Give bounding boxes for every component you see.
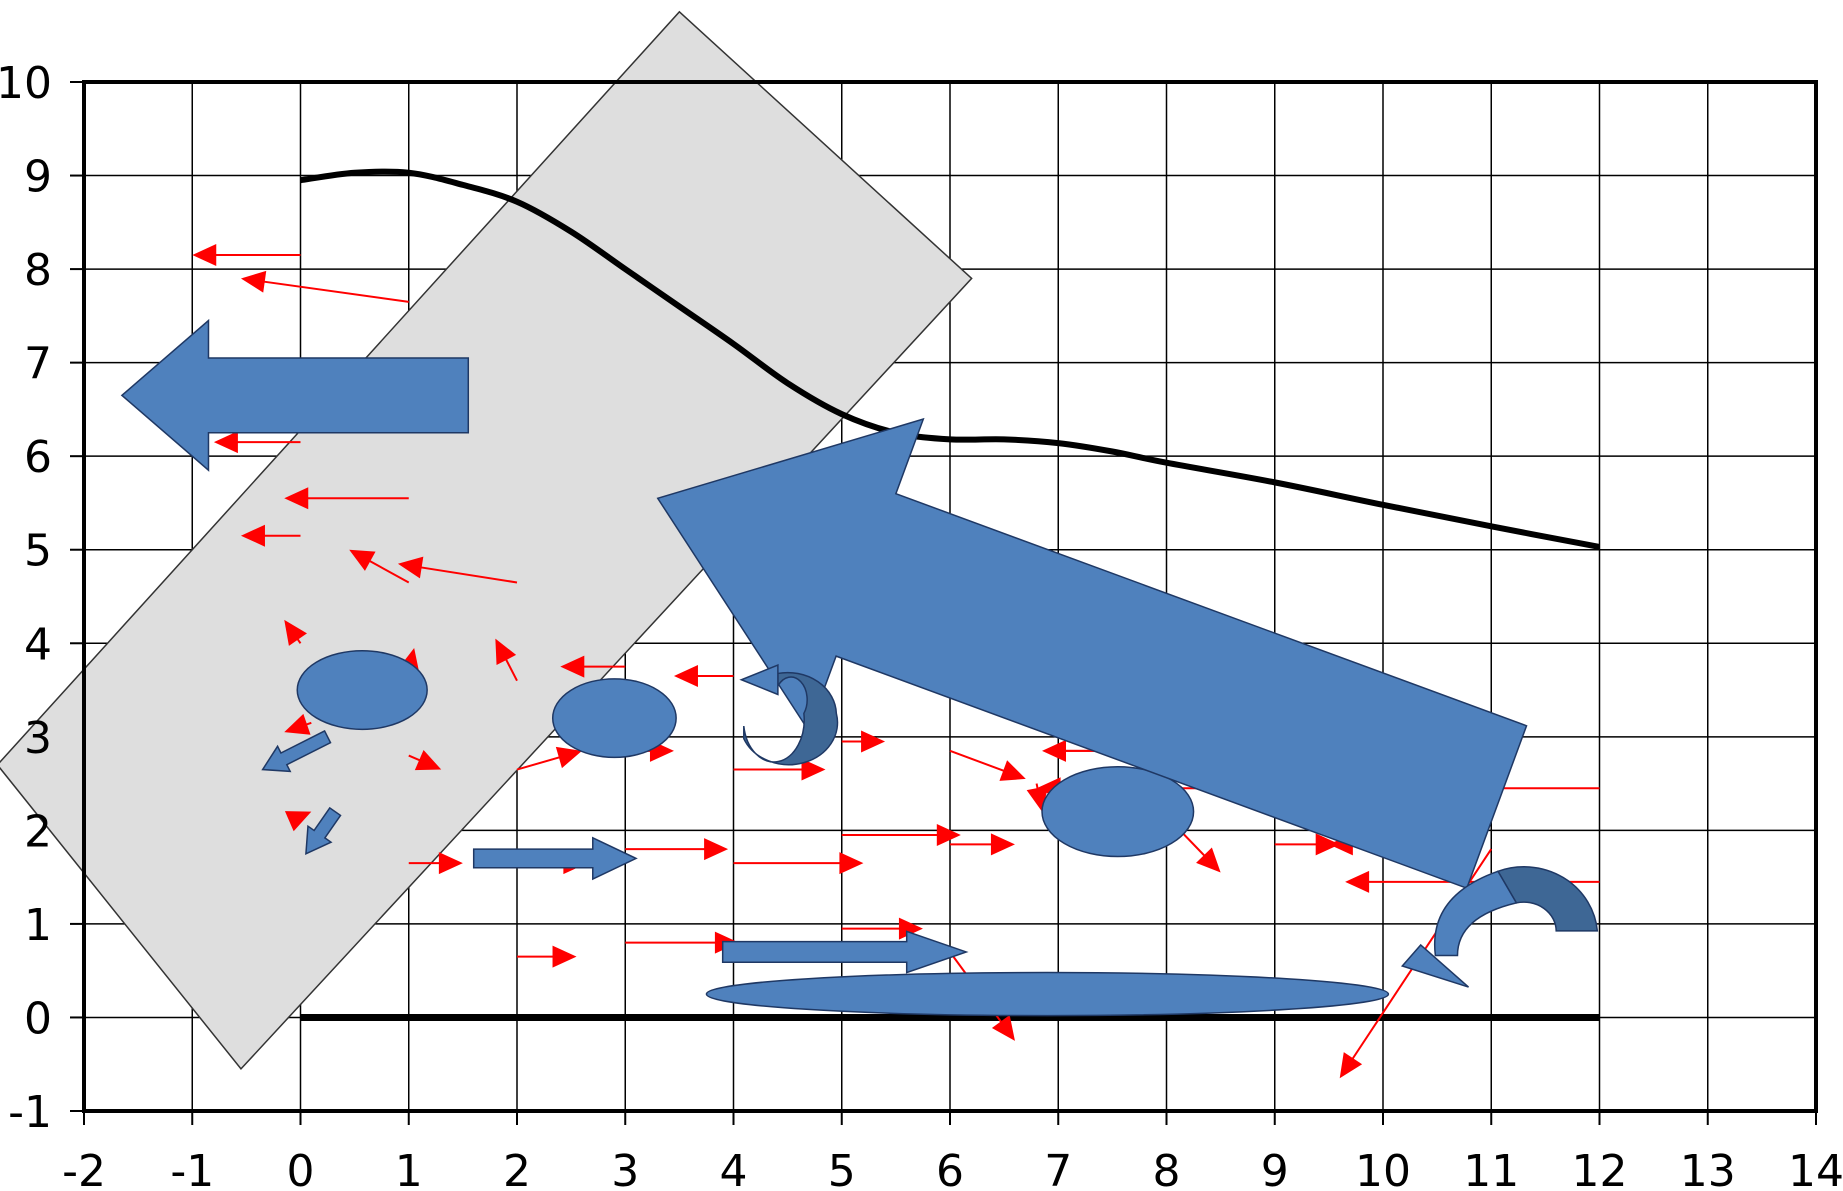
y-tick-label: -1 bbox=[8, 1087, 52, 1138]
red-arrow bbox=[841, 917, 923, 940]
red-arrow bbox=[284, 811, 312, 832]
x-tick-label: 11 bbox=[1463, 1146, 1519, 1191]
x-tick-label: 10 bbox=[1355, 1146, 1411, 1191]
x-tick-label: -2 bbox=[62, 1146, 106, 1191]
blue-curved-arrow bbox=[1400, 866, 1599, 988]
smooth-curve bbox=[300, 168, 1601, 550]
red-arrow bbox=[495, 638, 518, 682]
blue-block-arrow bbox=[472, 836, 638, 881]
x-tick-label: 6 bbox=[936, 1146, 964, 1191]
y-tick-label: 9 bbox=[24, 152, 52, 203]
plot-border bbox=[82, 80, 1818, 1113]
x-tick-label: 7 bbox=[1044, 1146, 1072, 1191]
red-arrow bbox=[240, 524, 301, 547]
x-tick-label: 9 bbox=[1261, 1146, 1289, 1191]
x-axis-tick-labels: -2 -1 0 1 2 3 4 5 6 7 8 9 10 11 12 13 14 bbox=[62, 1146, 1843, 1191]
red-arrow bbox=[349, 549, 410, 584]
blue-curved-arrow bbox=[739, 663, 839, 766]
red-arrow bbox=[192, 244, 301, 267]
x-tick-label: 1 bbox=[395, 1146, 423, 1191]
plot-frame bbox=[82, 80, 1818, 1113]
x-tick-label: 2 bbox=[503, 1146, 531, 1191]
tilted-rectangle bbox=[0, 10, 973, 1071]
x-tick-label: 8 bbox=[1153, 1146, 1181, 1191]
blue-block-arrow bbox=[120, 318, 470, 472]
curve-layer bbox=[300, 168, 1601, 1021]
tilted-rectangle-layer bbox=[0, 10, 973, 1071]
red-arrow bbox=[517, 945, 577, 968]
x-tick-label: 5 bbox=[828, 1146, 856, 1191]
x-tick-label: -1 bbox=[170, 1146, 214, 1191]
red-arrow bbox=[284, 619, 307, 646]
red-arrow bbox=[284, 487, 409, 510]
y-tick-label: 4 bbox=[24, 619, 52, 670]
red-arrow bbox=[408, 852, 463, 875]
blue-block-arrow bbox=[305, 806, 342, 855]
red-arrow bbox=[516, 746, 582, 771]
y-tick-label: 10 bbox=[0, 58, 52, 109]
x-tick-label: 12 bbox=[1572, 1146, 1628, 1191]
red-arrow bbox=[397, 556, 518, 584]
red-arrow bbox=[733, 852, 864, 875]
y-tick-label: 0 bbox=[24, 993, 52, 1044]
y-tick-label: 8 bbox=[24, 245, 52, 296]
red-arrow bbox=[625, 838, 729, 861]
red-arrow bbox=[841, 824, 961, 847]
blue-ellipse bbox=[551, 678, 677, 759]
red-arrow bbox=[1274, 833, 1340, 856]
y-tick-label: 2 bbox=[24, 806, 52, 857]
x-tick-label: 14 bbox=[1788, 1146, 1843, 1191]
red-arrow bbox=[560, 655, 626, 678]
y-tick-label: 6 bbox=[24, 432, 52, 483]
x-tick-label: 0 bbox=[287, 1146, 315, 1191]
red-arrow bbox=[673, 665, 734, 688]
red-arrow bbox=[240, 270, 409, 303]
y-tick-label: 3 bbox=[24, 713, 52, 764]
red-arrow bbox=[408, 749, 442, 771]
red-arrow bbox=[213, 431, 301, 454]
blue-block-arrow bbox=[721, 930, 969, 974]
shape-layer bbox=[120, 318, 1599, 1017]
red-arrow bbox=[733, 758, 826, 781]
y-tick-label: 5 bbox=[24, 526, 52, 577]
blue-ellipse bbox=[296, 650, 428, 731]
red-arrow bbox=[284, 713, 312, 735]
x-tick-label: 3 bbox=[611, 1146, 639, 1191]
blue-block-arrow bbox=[261, 729, 332, 773]
blue-block-arrow bbox=[656, 417, 1528, 890]
y-tick-label: 7 bbox=[24, 339, 52, 390]
red-arrow bbox=[841, 730, 886, 753]
blue-ellipse bbox=[705, 971, 1390, 1017]
blue-ellipse bbox=[1041, 766, 1195, 858]
y-tick-label: 1 bbox=[24, 900, 52, 951]
x-tick-label: 4 bbox=[720, 1146, 748, 1191]
red-arrow-layer bbox=[192, 244, 1600, 1079]
red-arrow bbox=[949, 749, 1026, 781]
red-arrow bbox=[950, 833, 1015, 856]
x-tick-label: 13 bbox=[1680, 1146, 1736, 1191]
